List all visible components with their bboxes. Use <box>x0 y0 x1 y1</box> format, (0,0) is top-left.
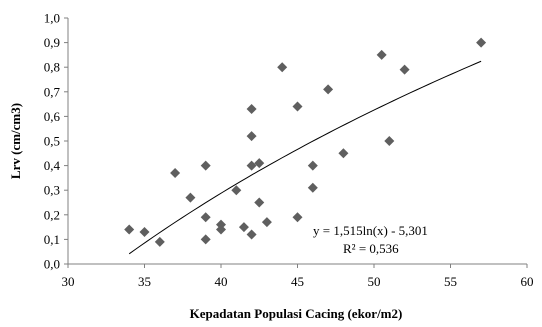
data-point <box>185 192 196 203</box>
data-point <box>323 84 334 95</box>
data-point <box>246 229 257 240</box>
data-point <box>200 160 211 171</box>
x-tick-label: 40 <box>215 274 228 289</box>
x-tick-label: 60 <box>521 274 534 289</box>
data-point <box>216 224 226 235</box>
data-point <box>231 185 242 196</box>
x-ticks: 30 35 40 45 50 55 60 <box>62 264 534 289</box>
data-point <box>200 212 211 223</box>
data-point <box>246 131 257 142</box>
data-point <box>307 182 318 193</box>
y-tick-label: 0,8 <box>44 60 60 75</box>
data-points <box>124 37 487 247</box>
trendline-equation: y = 1,515ln(x) - 5,301 <box>313 223 428 238</box>
data-point <box>254 158 265 169</box>
y-tick-label: 0,7 <box>44 84 61 99</box>
data-point <box>139 227 150 238</box>
data-point <box>307 160 318 171</box>
data-point <box>200 234 211 245</box>
data-point <box>277 62 288 73</box>
data-point <box>338 148 349 159</box>
y-tick-label: 0,6 <box>44 109 61 124</box>
y-tick-label: 0,0 <box>44 257 60 272</box>
data-point <box>124 224 135 235</box>
data-point <box>246 104 257 115</box>
x-tick-label: 45 <box>291 274 304 289</box>
y-tick-label: 0,4 <box>44 158 61 173</box>
data-point <box>399 64 410 75</box>
y-tick-label: 0,3 <box>44 183 60 198</box>
data-point <box>261 217 272 228</box>
data-point <box>246 160 257 171</box>
data-point <box>376 49 387 60</box>
y-tick-label: 0,2 <box>44 207 60 222</box>
x-tick-label: 30 <box>62 274 75 289</box>
x-tick-label: 55 <box>444 274 457 289</box>
data-point <box>238 222 249 233</box>
y-tick-label: 0,9 <box>44 35 60 50</box>
x-axis-title: Kepadatan Populasi Cacing (ekor/m2) <box>190 306 403 321</box>
y-axis-title: Lrv (cm/cm3) <box>8 103 23 179</box>
y-tick-label: 0,5 <box>44 134 60 149</box>
data-point <box>476 37 487 48</box>
trendline-r-squared: R² = 0,536 <box>343 241 399 256</box>
data-point <box>384 136 395 146</box>
data-point <box>254 197 265 208</box>
data-point <box>170 167 181 178</box>
data-point <box>292 212 303 223</box>
x-tick-label: 50 <box>368 274 381 289</box>
y-tick-label: 1,0 <box>44 11 60 26</box>
data-point <box>292 101 303 112</box>
y-tick-label: 0,1 <box>44 232 60 247</box>
x-tick-label: 35 <box>138 274 151 289</box>
data-point <box>154 236 165 247</box>
y-ticks: 0,0 0,1 0,2 0,3 0,4 0,5 0,6 0,7 0,8 0,9 1,0 <box>44 11 68 272</box>
plot-area: 30 35 40 45 50 55 60 0,00,10,20,30,40,50,60,70… <box>44 11 534 290</box>
trendline <box>128 60 482 255</box>
